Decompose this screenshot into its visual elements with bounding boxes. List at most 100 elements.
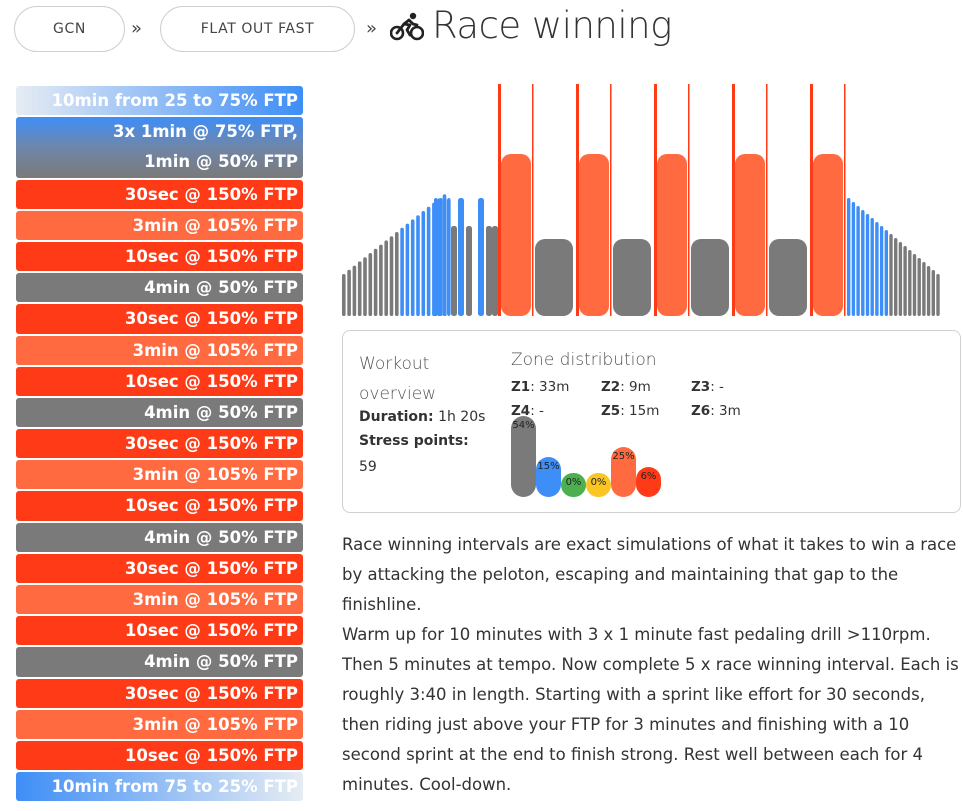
zone-separator: : [530,403,540,419]
zone-separator: : [710,403,720,419]
threshold-bar [657,154,687,316]
workout-profile-chart [342,84,940,316]
warmup-bar [400,227,404,316]
zone-time-z5: Z5: 15m [601,403,659,419]
sprint-bar [576,84,579,316]
cooldown-bar [851,202,856,316]
cooldown-bar [922,262,926,316]
warmup-bar [363,257,367,316]
overview-title: Workout overview [359,354,437,404]
stress-points-label: Stress points: [359,433,469,449]
breadcrumb-flat-out-fast[interactable]: FLAT OUT FAST [160,6,355,52]
breadcrumb-flat-out-fast-label: FLAT OUT FAST [200,21,315,37]
breadcrumb-separator: » [366,18,378,39]
segment-label: 3x 1min @ 75% FTP, [112,122,298,142]
workout-overview-card: Workout overview Duration: 1h 20s Stress… [342,330,961,513]
warmup-bar [426,206,431,316]
segment-item[interactable]: 10min from 25 to 75% FTP [16,86,303,116]
segment-item[interactable]: 4min @ 50% FTP [16,522,303,552]
tempo-bar [492,226,498,316]
cooldown-bar [865,214,870,316]
zone-separator: : [620,379,630,395]
segment-item[interactable]: 30sec @ 150% FTP [16,179,303,209]
breadcrumb-separator: » [131,18,143,39]
segment-item[interactable]: 10sec @ 150% FTP [16,491,303,521]
zone-bar: 15% [536,457,561,497]
sprint-bar [732,84,735,316]
duration-line: Duration: 1h 20s [359,409,485,425]
zone-name: Z2 [601,379,621,395]
sprint-bar [810,84,813,316]
zone-bar: 0% [561,473,586,497]
zone-bar: 25% [611,446,636,497]
cooldown-bar [936,274,940,316]
drill-bar [466,226,472,316]
warmup-bar [368,253,373,316]
zone-bar: 6% [636,466,661,497]
segment-item[interactable]: 30sec @ 150% FTP [16,553,303,584]
segment-item[interactable]: 3min @ 105% FTP [16,335,303,365]
kick-bar [610,84,612,316]
cooldown-bar [931,270,935,316]
cooldown-bar [861,210,865,316]
zone-time-z3: Z3: - [691,379,724,395]
zone-name: Z1 [511,379,531,395]
zone-distribution-title: Zone distribution [511,350,657,370]
threshold-bar [735,154,765,316]
rest-bar [613,239,651,316]
warmup-bar [352,265,357,316]
duration-value: 1h 20s [438,409,486,425]
drill-bar [458,198,464,316]
segment-item[interactable]: 4min @ 50% FTP [16,397,303,428]
segment-item[interactable]: 3min @ 105% FTP [16,460,303,490]
cooldown-bar [917,258,921,316]
segment-label: 1min @ 50% FTP [144,152,298,172]
segment-item[interactable]: 3min @ 105% FTP [16,210,303,240]
warmup-bar [347,269,351,316]
segment-item[interactable]: 30sec @ 150% FTP [16,304,303,334]
breadcrumb-gcn[interactable]: GCN [14,6,125,52]
segment-item[interactable]: 3min @ 105% FTP [16,709,303,739]
segment-item[interactable]: 10sec @ 150% FTP [16,616,303,646]
segment-item[interactable]: 30sec @ 150% FTP [16,678,303,708]
zone-time: 15m [629,403,660,419]
kick-bar [844,84,846,316]
kick-bar [688,84,690,316]
drill-bar [443,198,447,316]
stress-points-value: 59 [359,459,377,475]
zone-time-z1: Z1: 33m [511,379,569,395]
rest-bar [691,239,729,316]
cooldown-bar [894,238,898,316]
cooldown-bar [847,198,851,316]
cyclist-icon [390,12,424,40]
sprint-bar [498,84,501,316]
warmup-bar [410,219,415,316]
kick-bar [532,84,534,316]
segment-item[interactable]: 10sec @ 150% FTP [16,241,303,272]
zone-bar: 0% [586,473,611,497]
segment-item[interactable]: 4min @ 50% FTP [16,647,303,677]
zone-time: 33m [539,379,570,395]
cooldown-bar [889,234,893,316]
zone-separator: : [620,403,630,419]
segment-item[interactable]: 10sec @ 150% FTP [16,740,303,771]
segment-item[interactable]: 3min @ 105% FTP [16,585,303,615]
zone-time-z4: Z4: - [511,403,544,419]
segment-item[interactable]: 30sec @ 150% FTP [16,429,303,459]
segment-item[interactable]: 4min @ 50% FTP [16,273,303,303]
cooldown-bar [908,250,912,316]
cooldown-bar [879,226,884,316]
breadcrumb-gcn-label: GCN [53,21,86,37]
workout-title: Race winning [432,4,672,47]
zone-time: - [719,379,724,395]
rest-bar [535,239,573,316]
segment-item[interactable]: 10min from 75 to 25% FTP [16,772,303,802]
segment-item[interactable]: 10sec @ 150% FTP [16,366,303,396]
drill-bar [434,198,438,316]
cooldown-bar [884,230,888,316]
drill-bar [439,198,443,316]
threshold-bar [579,154,609,316]
description-paragraph-1: Race winning intervals are exact simulat… [342,535,957,614]
description-paragraph-2: Warm up for 10 minutes with 3 x 1 minute… [342,625,959,794]
segment-item[interactable]: 3x 1min @ 75% FTP, 1min @ 50% FTP [16,117,303,178]
